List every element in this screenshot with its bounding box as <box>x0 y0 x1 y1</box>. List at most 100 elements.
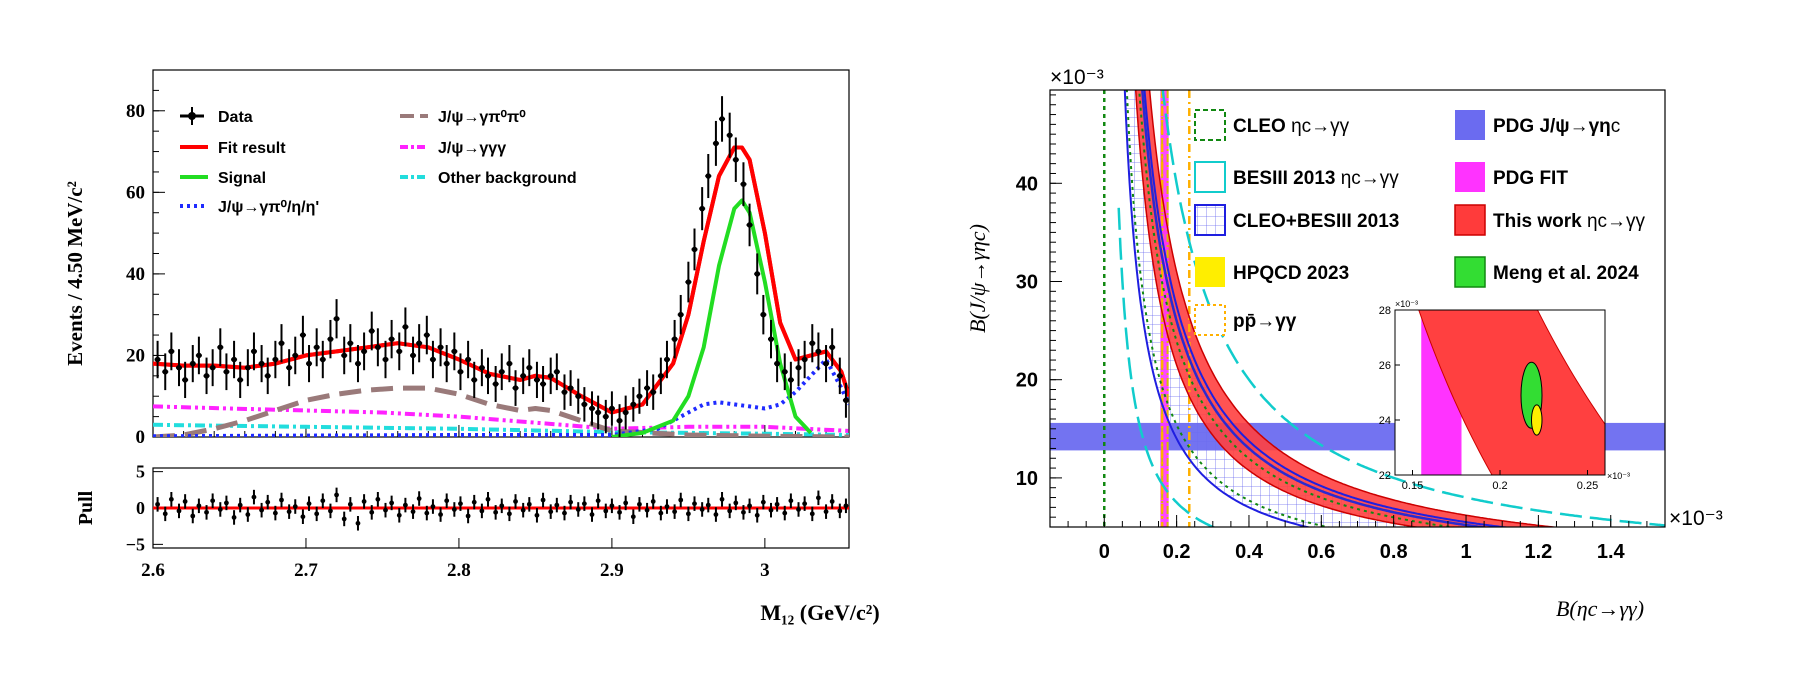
legend-label-main: PDG J/ψ→γη <box>1493 116 1611 137</box>
pull-point <box>224 500 229 506</box>
pull-point <box>774 501 780 507</box>
pull-point <box>595 498 601 504</box>
pull-point <box>705 502 711 508</box>
pull-point <box>713 512 719 517</box>
pull-point <box>389 500 395 506</box>
pull-point <box>650 499 656 504</box>
legend-item: Fit result <box>180 140 286 157</box>
pull-point <box>424 510 430 516</box>
pull-point <box>314 511 320 517</box>
legend-label-main: CLEO <box>1233 116 1291 137</box>
x-tick-label: 0.2 <box>1163 541 1191 563</box>
y-axis-label: Events / 4.50 MeV/c² <box>63 181 87 366</box>
legend-swatch <box>1194 304 1226 336</box>
x-tick-label: 2.8 <box>447 560 471 581</box>
this-work-band <box>1135 90 1553 527</box>
data-point <box>801 356 808 363</box>
pull-point <box>361 499 367 504</box>
data-point <box>540 381 546 387</box>
pull-point <box>837 508 843 514</box>
x-tick-label: 2.9 <box>600 560 624 581</box>
data-point <box>292 352 299 359</box>
pull-point <box>396 512 402 518</box>
data-point <box>622 409 629 416</box>
pull-point <box>816 495 821 501</box>
legend-label: Data <box>218 109 253 126</box>
legend-label-sub: c <box>1611 116 1621 137</box>
pull-point <box>430 504 436 509</box>
data-point <box>196 352 202 359</box>
pull-point <box>617 509 622 515</box>
pull-axis-label: Pull <box>75 490 97 525</box>
data-point <box>424 332 430 338</box>
pull-point <box>410 509 416 515</box>
data-point <box>554 368 560 375</box>
legend-label: HPQCD 2023 <box>1233 263 1349 284</box>
pull-point <box>237 502 243 508</box>
pdg-fit-band <box>1160 90 1169 527</box>
data-point <box>699 205 705 212</box>
pull-point <box>768 507 774 513</box>
data-point <box>581 401 588 408</box>
legend-item: Other background <box>400 170 577 187</box>
data-point <box>375 344 381 351</box>
constraint-legend-item: Meng et al. 2024 <box>1454 256 1639 288</box>
legend-label: PDG FIT <box>1493 168 1568 189</box>
data-points <box>154 96 849 437</box>
x-tick-label: 0 <box>1099 541 1110 563</box>
pull-point <box>182 499 188 504</box>
pull-point <box>168 496 174 502</box>
legend-item: Signal <box>180 170 266 187</box>
legend-label-main: CLEO+BESIII 2013 <box>1233 211 1399 232</box>
data-point <box>231 356 237 363</box>
legend-swatch <box>1194 109 1226 141</box>
inset-y-tick-label: 26 <box>1379 360 1391 372</box>
data-point <box>485 373 491 379</box>
pull-point <box>210 498 216 504</box>
y-axis-label: B(J/ψ→γηc) <box>965 224 990 333</box>
pull-point <box>630 514 636 520</box>
data-point <box>272 356 279 363</box>
y-tick-label: 30 <box>1016 271 1038 293</box>
data-point <box>740 181 747 187</box>
pull-point <box>438 512 443 517</box>
pull-point <box>562 510 567 516</box>
inset-y-tick-label: 22 <box>1379 470 1391 482</box>
pull-point <box>719 496 725 502</box>
pull-point <box>217 507 223 512</box>
legend-item: J/ψ→γπ⁰/η/η' <box>180 199 319 216</box>
pull-point <box>581 501 587 507</box>
data-point <box>264 373 271 379</box>
pull-point <box>741 509 746 515</box>
data-point <box>416 340 422 347</box>
legend-label: J/ψ→γγγ <box>438 140 506 157</box>
pull-point <box>259 507 265 513</box>
data-point <box>341 352 348 359</box>
pull-point <box>575 507 581 512</box>
data-point <box>278 340 285 347</box>
pull-point <box>334 492 339 498</box>
pull-point <box>589 512 595 517</box>
legend-item: J/ψ→γπ⁰π⁰ <box>400 109 526 126</box>
legend-label-sub: ηc→γγ <box>1291 116 1350 137</box>
pull-point <box>760 499 766 505</box>
data-point <box>815 348 822 355</box>
legend-swatch <box>1455 110 1485 140</box>
pull-point <box>733 500 739 506</box>
x-tick-label: 0.8 <box>1380 541 1408 563</box>
pull-point <box>451 507 457 512</box>
constraint-panel: 0 0.2 0.4 0.6 0.8 1 1.2 1.4 10 20 30 40 ×10⁻³ ×10⁻³ B(… <box>965 66 1723 621</box>
curve-j <box>153 385 849 437</box>
pull-point <box>471 499 477 505</box>
pull-point <box>300 514 306 520</box>
pull-point <box>540 497 546 503</box>
data-point <box>223 368 230 375</box>
legend-label: BESIII 2013 ηc→γγ <box>1233 168 1399 189</box>
data-point <box>498 368 505 375</box>
data-point <box>733 156 739 163</box>
x-axis-label: M₁₂ (GeV/c²) <box>760 600 879 625</box>
pull-panel: 5 0 −5 Pull 2.6 2.7 2.8 2.9 3 M₁₂ (GeV/c²) <box>75 462 880 625</box>
data-point <box>561 389 568 395</box>
constraint-legend-item: HPQCD 2023 <box>1195 257 1349 287</box>
legend-label-main: Meng et al. 2024 <box>1493 263 1639 284</box>
